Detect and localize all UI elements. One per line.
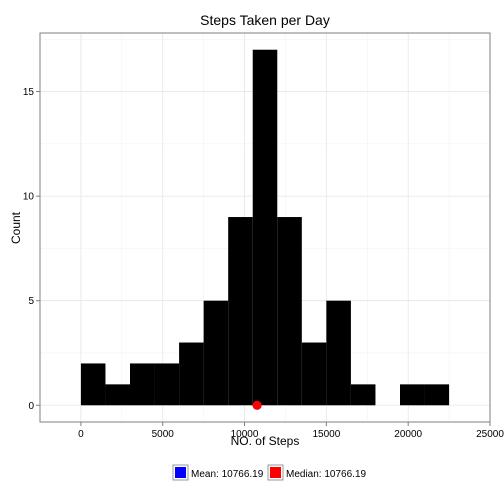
- histogram-bar: [277, 217, 302, 406]
- summary-points: [252, 400, 262, 410]
- median-point: [252, 400, 262, 410]
- panel-border: [39, 32, 491, 423]
- legend-label-mean: Mean: 10766.19: [191, 469, 264, 480]
- y-tick-label: 15: [23, 87, 35, 98]
- x-tick-label: 0: [78, 429, 84, 440]
- legend-swatch-median: [270, 467, 281, 478]
- y-axis-title: Count: [9, 211, 23, 244]
- x-tick-label: 15000: [312, 429, 340, 440]
- histogram-bar: [203, 300, 229, 406]
- legend-label-median: Median: 10766.19: [286, 469, 367, 480]
- histogram-bar: [301, 342, 327, 406]
- histogram-bar: [350, 384, 376, 406]
- x-tick-label: 5000: [152, 429, 175, 440]
- y-tick-label: 0: [28, 401, 34, 412]
- histogram-bar: [424, 384, 450, 406]
- histogram-bar: [80, 363, 106, 406]
- histogram-bar: [400, 384, 425, 406]
- histogram-bar: [326, 300, 351, 406]
- y-tick-label: 10: [23, 192, 35, 203]
- histogram-bar: [154, 363, 180, 406]
- histogram-bars: [80, 49, 450, 406]
- x-tick-label: 25000: [476, 429, 504, 440]
- x-tick-label: 20000: [394, 429, 422, 440]
- legend-swatch-mean: [175, 467, 186, 478]
- y-axis-ticks: 0 5 10 15: [23, 87, 40, 412]
- chart-title: Steps Taken per Day: [200, 12, 330, 28]
- histogram-bar: [130, 363, 155, 406]
- x-axis-title: NO. of Steps: [231, 434, 300, 448]
- x-tick-label: 10000: [231, 429, 259, 440]
- histogram-bar: [179, 342, 204, 406]
- y-tick-label: 5: [28, 296, 34, 307]
- histogram-bar: [105, 384, 130, 406]
- histogram-bar: [228, 217, 253, 406]
- histogram-bar: [252, 49, 278, 406]
- x-axis-ticks: 0 5000 10000 15000 20000 25000: [78, 422, 504, 440]
- legend: Mean: 10766.19 Median: 10766.19: [172, 464, 367, 481]
